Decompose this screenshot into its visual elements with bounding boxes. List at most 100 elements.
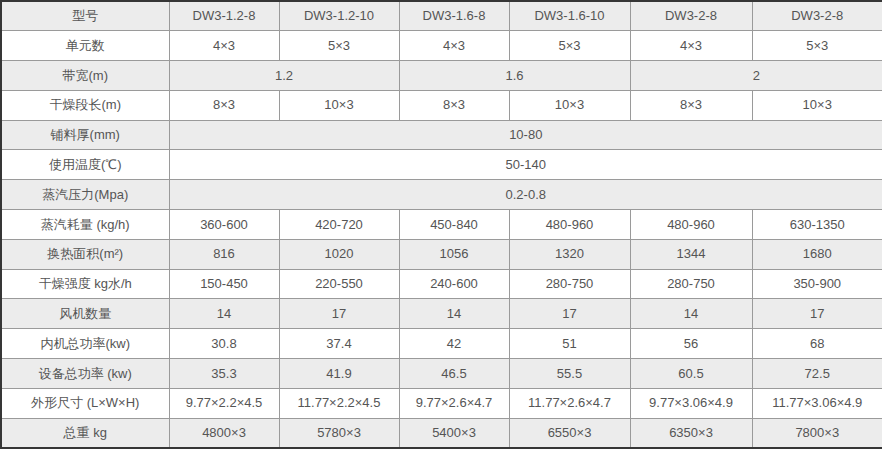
model-cell: DW3-1.6-8	[399, 1, 509, 31]
row-label: 内机总功率(kw)	[1, 329, 169, 359]
row-label: 干燥强度 kg水/h	[1, 269, 169, 299]
spec-cell: 5×3	[279, 31, 399, 61]
spec-cell: 816	[169, 239, 279, 269]
table-row-material-thickness: 铺料厚(mm) 10-80	[1, 120, 882, 150]
spec-cell: 240-600	[399, 269, 509, 299]
spec-cell: 5780×3	[279, 418, 399, 448]
spec-cell: 8×3	[630, 90, 752, 120]
spec-cell: 41.9	[279, 359, 399, 389]
row-label: 使用温度(℃)	[1, 150, 169, 180]
spec-cell: 51	[509, 329, 630, 359]
spec-cell: 6350×3	[630, 418, 752, 448]
spec-cell: 72.5	[752, 359, 882, 389]
spec-cell: 30.8	[169, 329, 279, 359]
spec-cell-merged: 50-140	[169, 150, 882, 180]
spec-cell: 4×3	[630, 31, 752, 61]
table-row-internal-power: 内机总功率(kw) 30.8 37.4 42 51 56 68	[1, 329, 882, 359]
spec-cell: 46.5	[399, 359, 509, 389]
model-cell: DW3-1.2-10	[279, 1, 399, 31]
spec-cell: 480-960	[509, 210, 630, 240]
spec-cell: 10×3	[279, 90, 399, 120]
row-label: 蒸汽压力(Mpa)	[1, 180, 169, 210]
spec-cell: 10×3	[752, 90, 882, 120]
spec-cell-merged: 10-80	[169, 120, 882, 150]
row-label: 蒸汽耗量 (kg/h)	[1, 210, 169, 240]
spec-cell-merged: 2	[630, 61, 882, 91]
model-cell: DW3-1.2-8	[169, 1, 279, 31]
row-label: 总重 kg	[1, 418, 169, 448]
spec-cell: 350-900	[752, 269, 882, 299]
spec-cell: 7800×3	[752, 418, 882, 448]
spec-cell: 1320	[509, 239, 630, 269]
table-row-overall-dimensions: 外形尺寸 (L×W×H) 9.77×2.2×4.5 11.77×2.2×4.5 …	[1, 388, 882, 418]
spec-cell: 10×3	[509, 90, 630, 120]
spec-cell: 360-600	[169, 210, 279, 240]
row-label: 外形尺寸 (L×W×H)	[1, 388, 169, 418]
row-label: 带宽(m)	[1, 61, 169, 91]
row-label: 干燥段长(m)	[1, 90, 169, 120]
spec-cell: 8×3	[169, 90, 279, 120]
spec-cell: 56	[630, 329, 752, 359]
spec-cell: 14	[630, 299, 752, 329]
spec-cell: 9.77×3.06×4.9	[630, 388, 752, 418]
row-label: 铺料厚(mm)	[1, 120, 169, 150]
spec-cell-merged: 1.2	[169, 61, 399, 91]
table-row-operating-temperature: 使用温度(℃) 50-140	[1, 150, 882, 180]
spec-cell: 60.5	[630, 359, 752, 389]
table-row-heat-exchange-area: 换热面积(m²) 816 1020 1056 1320 1344 1680	[1, 239, 882, 269]
spec-cell: 1344	[630, 239, 752, 269]
spec-cell: 630-1350	[752, 210, 882, 240]
spec-cell: 11.77×2.2×4.5	[279, 388, 399, 418]
spec-cell-merged: 1.6	[399, 61, 630, 91]
spec-cell: 55.5	[509, 359, 630, 389]
spec-cell: 450-840	[399, 210, 509, 240]
row-label: 设备总功率 (kw)	[1, 359, 169, 389]
spec-cell: 280-750	[630, 269, 752, 299]
table-row-model: 型号 DW3-1.2-8 DW3-1.2-10 DW3-1.6-8 DW3-1.…	[1, 1, 882, 31]
table-row-drying-intensity: 干燥强度 kg水/h 150-450 220-550 240-600 280-7…	[1, 269, 882, 299]
table-row-unit-count: 单元数 4×3 5×3 4×3 5×3 4×3 5×3	[1, 31, 882, 61]
spec-cell: 480-960	[630, 210, 752, 240]
spec-cell: 17	[279, 299, 399, 329]
table-row-fan-count: 风机数量 14 17 14 17 14 17	[1, 299, 882, 329]
spec-cell: 9.77×2.2×4.5	[169, 388, 279, 418]
spec-cell: 8×3	[399, 90, 509, 120]
table-row-steam-consumption: 蒸汽耗量 (kg/h) 360-600 420-720 450-840 480-…	[1, 210, 882, 240]
spec-cell: 5×3	[752, 31, 882, 61]
spec-cell: 17	[509, 299, 630, 329]
spec-cell: 4×3	[169, 31, 279, 61]
spec-cell: 14	[399, 299, 509, 329]
spec-cell: 68	[752, 329, 882, 359]
row-label: 换热面积(m²)	[1, 239, 169, 269]
spec-cell: 220-550	[279, 269, 399, 299]
spec-cell: 5×3	[509, 31, 630, 61]
spec-cell: 280-750	[509, 269, 630, 299]
spec-cell: 1056	[399, 239, 509, 269]
spec-cell: 9.77×2.6×4.7	[399, 388, 509, 418]
spec-cell: 42	[399, 329, 509, 359]
spec-cell: 37.4	[279, 329, 399, 359]
model-cell: DW3-2-8	[630, 1, 752, 31]
model-cell: DW3-1.6-10	[509, 1, 630, 31]
spec-cell: 1680	[752, 239, 882, 269]
spec-table: 型号 DW3-1.2-8 DW3-1.2-10 DW3-1.6-8 DW3-1.…	[0, 0, 882, 449]
spec-cell: 6550×3	[509, 418, 630, 448]
spec-cell: 150-450	[169, 269, 279, 299]
table-row-total-power: 设备总功率 (kw) 35.3 41.9 46.5 55.5 60.5 72.5	[1, 359, 882, 389]
table-row-total-weight: 总重 kg 4800×3 5780×3 5400×3 6550×3 6350×3…	[1, 418, 882, 448]
spec-cell-merged: 0.2-0.8	[169, 180, 882, 210]
row-label: 单元数	[1, 31, 169, 61]
spec-cell: 11.77×2.6×4.7	[509, 388, 630, 418]
spec-cell: 1020	[279, 239, 399, 269]
spec-cell: 5400×3	[399, 418, 509, 448]
spec-cell: 420-720	[279, 210, 399, 240]
row-label: 风机数量	[1, 299, 169, 329]
spec-cell: 35.3	[169, 359, 279, 389]
spec-cell: 4800×3	[169, 418, 279, 448]
table-row-steam-pressure: 蒸汽压力(Mpa) 0.2-0.8	[1, 180, 882, 210]
spec-cell: 14	[169, 299, 279, 329]
table-row-belt-width: 带宽(m) 1.2 1.6 2	[1, 61, 882, 91]
model-cell: DW3-2-8	[752, 1, 882, 31]
row-label: 型号	[1, 1, 169, 31]
spec-cell: 11.77×3.06×4.9	[752, 388, 882, 418]
